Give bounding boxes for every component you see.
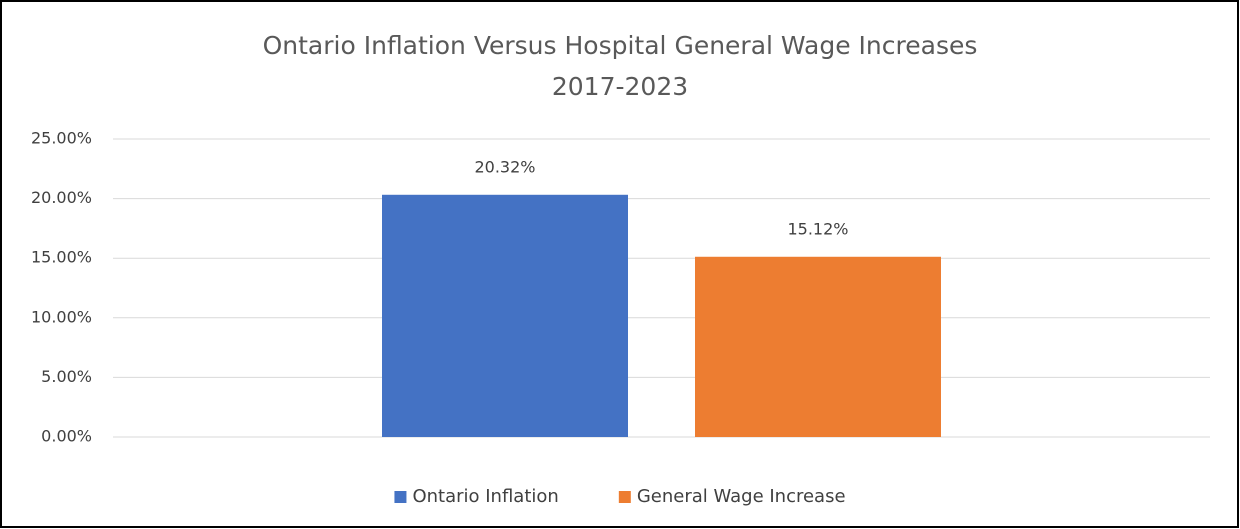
y-tick-label: 15.00% [31,248,92,267]
legend-label: Ontario Inflation [412,486,558,507]
legend-label: General Wage Increase [637,486,846,507]
y-tick-label: 20.00% [31,188,92,207]
bar [382,194,628,437]
chart-title: 2017-2023 [552,72,688,101]
y-tick-label: 25.00% [31,129,92,148]
legend-swatch [618,491,631,503]
chart-title: Ontario Inflation Versus Hospital Genera… [263,31,978,60]
y-tick-label: 0.00% [41,427,92,446]
data-label: 15.12% [787,219,848,238]
bar [695,256,941,437]
y-tick-label: 5.00% [41,367,92,386]
legend-swatch [394,491,407,503]
data-label: 20.32% [474,157,535,176]
y-tick-label: 10.00% [31,307,92,326]
